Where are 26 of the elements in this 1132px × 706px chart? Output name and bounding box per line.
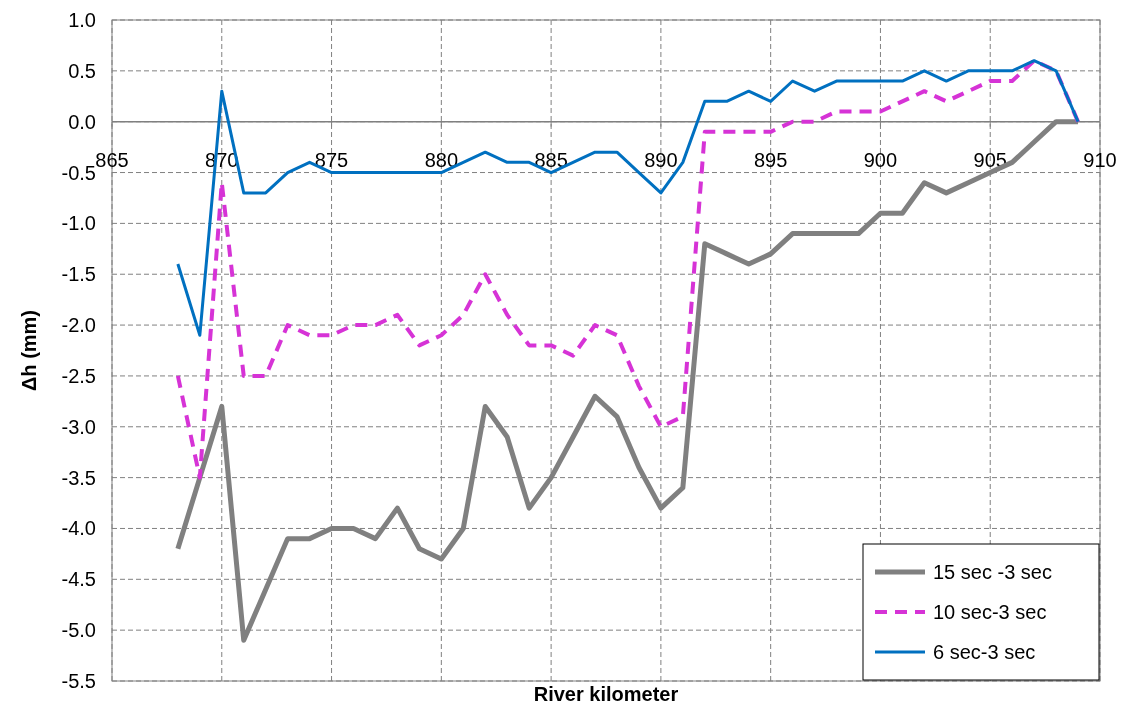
y-tick-label: -1.0 — [61, 212, 96, 235]
y-tick-label: 0.5 — [68, 59, 96, 82]
y-tick-label: -2.5 — [61, 364, 96, 387]
y-tick-label: -5.0 — [61, 619, 96, 642]
legend-label: 15 sec -3 sec — [933, 561, 1052, 583]
y-tick-label: -5.5 — [61, 670, 96, 692]
x-tick-label: 890 — [644, 148, 678, 171]
y-tick-label: 0.0 — [68, 110, 96, 133]
y-tick-label: 1.0 — [68, 9, 96, 31]
legend-label: 10 sec-3 sec — [933, 601, 1047, 623]
x-tick-label: 895 — [753, 148, 788, 171]
y-tick-label: -3.5 — [61, 466, 96, 489]
y-tick-label: -2.0 — [61, 314, 96, 337]
x-tick-label: 865 — [95, 148, 129, 171]
y-axis-title: Δh (mm) — [18, 309, 40, 392]
legend-label: 6 sec-3 sec — [933, 641, 1036, 663]
x-tick-label: 900 — [863, 148, 898, 171]
x-tick-label: 875 — [314, 148, 349, 171]
y-tick-label: -4.5 — [61, 568, 96, 591]
x-tick-label: 910 — [1083, 148, 1117, 171]
x-axis-title: River kilometer — [533, 683, 679, 705]
y-tick-label: -3.0 — [61, 415, 96, 438]
y-tick-label: -1.5 — [61, 263, 96, 286]
y-tick-label: -4.0 — [61, 517, 96, 540]
y-tick-label: -0.5 — [61, 161, 96, 184]
x-tick-label: 880 — [424, 148, 459, 171]
